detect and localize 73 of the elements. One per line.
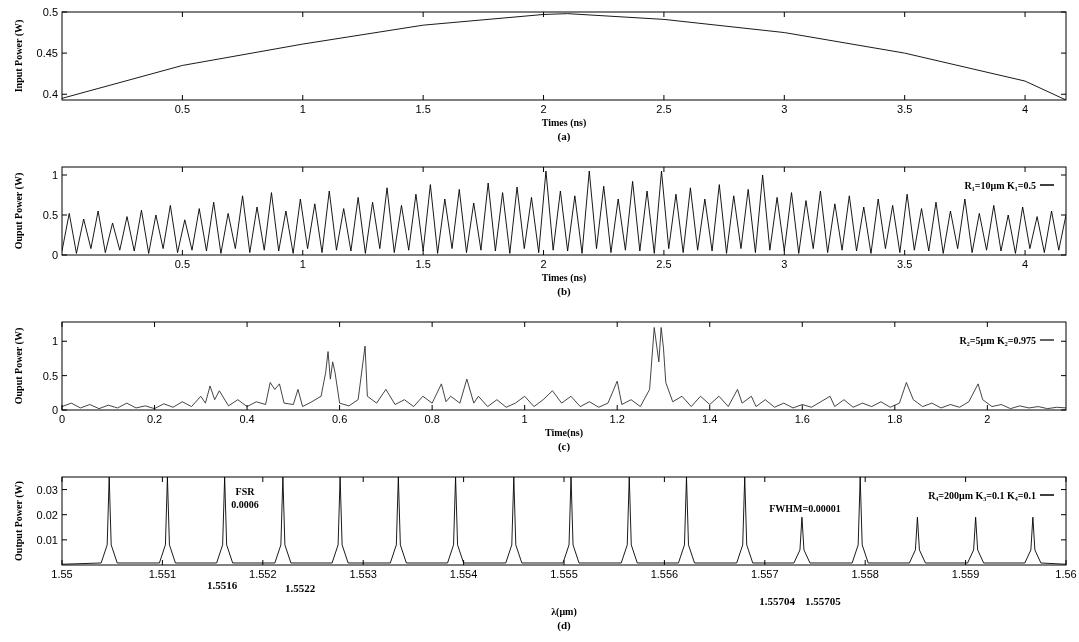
x-tick-label: 1.552 xyxy=(249,568,277,580)
text: 1.5522 xyxy=(284,582,316,594)
y-axis-title: Input Power (W) xyxy=(13,19,25,93)
y-tick-label: 0 xyxy=(51,404,58,416)
x-tick-label: 1.555 xyxy=(550,568,578,580)
x-tick-label: 2.5 xyxy=(656,258,672,270)
x-tick-label: 0.2 xyxy=(146,413,163,425)
x-tick-label: 0.6 xyxy=(331,413,348,425)
x-tick-label: 3.5 xyxy=(897,103,913,115)
x-tick-label: 1.6 xyxy=(794,413,810,425)
x-tick-label: 1.55 xyxy=(51,568,73,580)
x-tick-label: 1.5 xyxy=(415,258,431,270)
x-tick-label: 1 xyxy=(299,103,306,115)
x-tick-label: 1.2 xyxy=(609,413,625,425)
y-tick-label: 0.02 xyxy=(36,508,58,521)
legend-label: R₂=5μm K₂=0.975 xyxy=(959,335,1036,346)
y-tick-label: 0.01 xyxy=(36,533,58,546)
legend-label: R₄=200μm K₃=0.1 K₄=0.1 xyxy=(928,490,1036,501)
x-tick-label: 1 xyxy=(299,258,306,270)
y-tick-label: 1 xyxy=(51,335,58,348)
text: (d) xyxy=(557,619,572,632)
y-tick-label: 0.4 xyxy=(42,88,58,101)
y-tick-label: 0.5 xyxy=(42,6,58,18)
y-axis-title: Output Power (W) xyxy=(13,481,25,561)
x-tick-label: 3 xyxy=(781,258,788,270)
x-tick-label: 3 xyxy=(781,103,788,115)
x-tick-label: 2 xyxy=(984,413,991,425)
x-axis-title: Times (ns) xyxy=(541,117,587,129)
text: 1.55704 xyxy=(759,595,796,607)
text: (a) xyxy=(557,130,571,143)
line-series xyxy=(62,13,1066,100)
y-tick-label: 0.45 xyxy=(36,47,58,60)
x-tick-label: 0.4 xyxy=(239,413,255,425)
line-series xyxy=(62,327,1066,410)
x-tick-label: 1.8 xyxy=(887,413,903,425)
x-tick-label: 0.5 xyxy=(174,258,191,270)
annotation: FWHM=0.00001 xyxy=(769,503,841,514)
x-tick-label: 1.5 xyxy=(415,103,431,115)
y-tick-label: 0 xyxy=(51,249,58,261)
x-tick-label: 1.553 xyxy=(349,568,377,580)
x-tick-label: 1.551 xyxy=(148,568,177,580)
x-axis-title: Time(ns) xyxy=(544,427,584,439)
y-tick-label: 0.03 xyxy=(36,483,58,496)
x-tick-label: 1.558 xyxy=(851,568,879,580)
x-tick-label: 3.5 xyxy=(897,258,913,270)
x-tick-label: 1.556 xyxy=(650,568,679,580)
y-axis-title: Ouput Power (W) xyxy=(13,327,25,405)
x-tick-label: 0.5 xyxy=(174,103,191,115)
annotation: 0.0006 xyxy=(231,499,259,510)
x-tick-label: 4 xyxy=(1022,258,1029,270)
x-tick-label: 1 xyxy=(521,413,528,425)
x-tick-label: 1.554 xyxy=(449,568,478,580)
x-tick-label: 1.4 xyxy=(702,413,718,425)
text: 1.55705 xyxy=(805,595,842,607)
y-tick-label: 0.5 xyxy=(42,369,58,382)
x-tick-label: 1.559 xyxy=(951,568,980,580)
x-tick-label: 2.5 xyxy=(656,103,672,115)
x-axis-title: λ(μm) xyxy=(551,606,577,618)
x-tick-label: 0.8 xyxy=(424,413,440,425)
text: (b) xyxy=(557,285,572,298)
x-axis-title: Times (ns) xyxy=(541,272,587,284)
text: 1.5516 xyxy=(206,579,238,591)
legend-label: R₁=10μm K₁=0.5 xyxy=(964,180,1036,191)
x-tick-label: 4 xyxy=(1022,103,1029,115)
y-tick-label: 0.5 xyxy=(42,209,58,221)
x-tick-label: 1.56 xyxy=(1055,568,1077,580)
y-axis-title: Ouput Power (W) xyxy=(13,172,25,250)
text: (c) xyxy=(557,440,571,453)
x-tick-label: 2 xyxy=(540,258,547,270)
x-tick-label: 2 xyxy=(540,103,547,115)
y-tick-label: 1 xyxy=(51,169,58,181)
annotation: FSR xyxy=(235,486,256,497)
x-tick-label: 1.557 xyxy=(751,568,779,580)
